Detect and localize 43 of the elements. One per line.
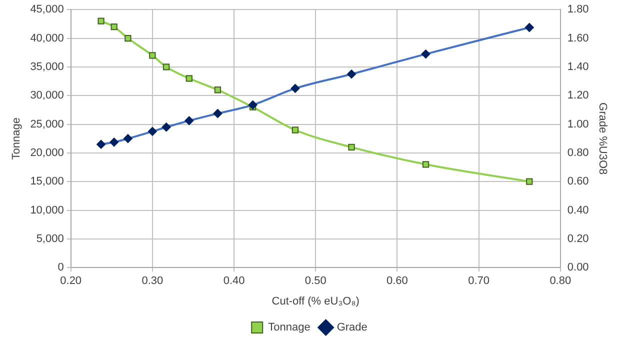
y-tick-label: 30,000 xyxy=(30,90,64,102)
y-tick-label: 10,000 xyxy=(30,204,64,216)
y-axis-title: Tonnage xyxy=(10,117,23,160)
y2-tick-label: 1.40 xyxy=(567,60,589,73)
point xyxy=(98,18,104,24)
x-tick-label: 0.40 xyxy=(223,275,245,288)
y2-tick-label: 1.60 xyxy=(567,32,589,44)
y-tick-label: 35,000 xyxy=(30,60,64,73)
point xyxy=(149,52,156,59)
y2-tick-label: 0.20 xyxy=(567,232,589,245)
y2-tick-label: 1.00 xyxy=(567,118,589,130)
x-tick-label: 0.80 xyxy=(550,275,572,288)
x-tick-label: 0.70 xyxy=(468,275,490,288)
y2-tick-label: 0.60 xyxy=(567,176,589,188)
x-tick-label: 0.30 xyxy=(142,275,164,288)
point xyxy=(422,161,430,168)
y-tick-label: 40,000 xyxy=(30,32,64,44)
point xyxy=(186,75,192,82)
y2-tick-label: 0.00 xyxy=(567,262,589,274)
y2-tick-label: 1.20 xyxy=(567,90,589,102)
y2-axis-title: Grade %U3O8 xyxy=(596,102,608,175)
y2-tick-label: 1.80 xyxy=(567,4,589,16)
point xyxy=(526,178,533,185)
y-tick-label: 45,000 xyxy=(30,4,64,16)
point xyxy=(124,34,132,42)
point xyxy=(214,86,222,94)
point xyxy=(110,23,118,30)
y2-tick-label: 0.80 xyxy=(567,146,589,159)
x-axis-title: Cut-off (% eU₃O₈) xyxy=(272,295,360,308)
point xyxy=(162,64,170,70)
y-tick-label: 20,000 xyxy=(30,146,64,159)
y-tick-label: 25,000 xyxy=(30,118,64,130)
legend-label: Grade xyxy=(336,322,368,334)
point xyxy=(348,144,355,151)
y2-tick-label: 0.40 xyxy=(567,204,589,216)
y-tick-label: 0 xyxy=(58,262,64,274)
y-tick-label: 5,000 xyxy=(36,232,64,245)
y-tick-label: 15,000 xyxy=(30,176,64,188)
x-tick-label: 0.60 xyxy=(386,275,408,288)
x-tick-label: 0.50 xyxy=(304,275,326,288)
point xyxy=(292,126,299,134)
legend-label: Tonnage xyxy=(268,322,310,334)
x-tick-label: 0.20 xyxy=(60,275,82,288)
